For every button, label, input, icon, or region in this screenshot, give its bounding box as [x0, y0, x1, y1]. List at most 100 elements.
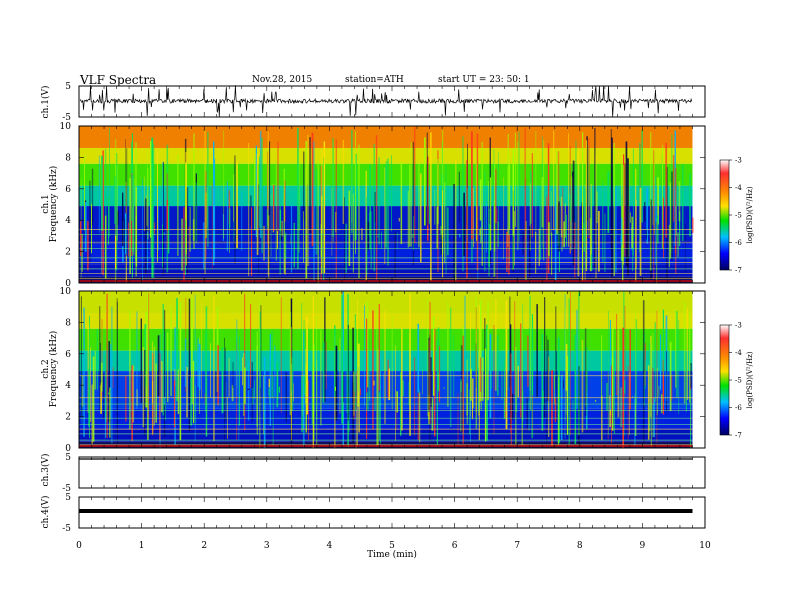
spectrogram-streak	[279, 201, 281, 275]
spectrogram-streak	[689, 173, 691, 237]
spectrogram-streak	[385, 160, 387, 249]
spectrogram-streak	[445, 165, 447, 274]
spectrogram-streak	[122, 192, 124, 247]
spectrogram-streak	[366, 392, 368, 410]
spectrogram-streak	[263, 356, 266, 448]
spectrogram-streak	[210, 343, 211, 398]
spectrogram-streak	[147, 231, 148, 270]
spectrogram-streak	[501, 366, 503, 401]
spectrogram-streak	[157, 152, 158, 262]
y-tick-label: -5	[62, 113, 71, 123]
spectrogram-streak	[331, 187, 333, 256]
spectrogram-streak	[136, 311, 138, 410]
spectrogram-streak	[366, 318, 368, 439]
spectrogram-streak	[254, 156, 256, 231]
spectrogram-streak	[625, 141, 628, 267]
colorbar-label: log(PSD)(V²/Hz)	[746, 351, 754, 408]
spectrogram-streak	[241, 192, 243, 251]
spectrogram-streak	[422, 370, 423, 395]
spectrogram-streak	[663, 197, 664, 259]
spectrogram-streak	[101, 155, 103, 231]
spectrogram-streak	[463, 192, 465, 257]
spectrogram-streak	[233, 221, 235, 242]
spectrogram-streak	[495, 169, 497, 224]
spectrogram-streak	[153, 222, 156, 235]
ch1-waveform-trace	[79, 85, 693, 117]
spectrogram-streak	[355, 131, 356, 254]
spectrogram-streak	[590, 183, 592, 255]
spectrogram-streak	[608, 189, 610, 232]
spectrogram-streak	[84, 202, 87, 252]
spectrogram-streak	[498, 152, 499, 227]
axis-ticks	[78, 86, 706, 528]
spectrogram-streak	[108, 392, 110, 395]
spectrogram-streak	[488, 181, 489, 227]
spectrogram-streak	[652, 367, 654, 405]
spectrogram-streak	[290, 235, 292, 245]
spectrogram-streak	[507, 134, 509, 236]
x-tick-label: 2	[201, 541, 207, 551]
spectrogram-streak	[320, 329, 322, 426]
y-tick-label: 10	[60, 122, 72, 132]
spectrogram-streak	[80, 296, 82, 416]
colorbar-tick-label: -5	[735, 212, 742, 220]
spectrogram-streak	[370, 211, 372, 269]
spectrogram-streak	[148, 293, 150, 419]
spectrogram-streak	[384, 310, 386, 424]
spectrogram-streak	[527, 335, 529, 387]
spectrogram-streak	[570, 291, 571, 436]
spectrogram-streak	[322, 342, 325, 403]
spectrogram-streak	[357, 298, 358, 446]
spectrogram-streak	[639, 187, 642, 276]
spectrogram-streak	[561, 230, 563, 252]
spectrogram-streak	[223, 130, 225, 239]
spectrogram-streak	[174, 327, 176, 445]
spectrogram-streak	[321, 149, 323, 234]
spectrogram-streak	[594, 399, 597, 402]
spectrogram-streak	[167, 188, 170, 254]
spectrogram-streak	[520, 323, 522, 418]
spectrogram-streak	[678, 181, 681, 222]
spectrogram-streak	[275, 160, 277, 261]
spectrogram-streak	[261, 137, 263, 254]
x-tick-label: 10	[699, 541, 711, 551]
spectrogram-streak	[586, 346, 588, 430]
spectrogram-streak	[81, 370, 83, 424]
spectrogram-streak	[373, 380, 375, 386]
spectrogram-streak	[325, 341, 327, 390]
spectrogram-streak	[582, 132, 584, 272]
spectrogram-streak	[161, 361, 163, 413]
spectrogram-streak	[211, 183, 213, 269]
spectrogram-streak	[227, 396, 228, 439]
spectrogram-streak	[634, 398, 637, 436]
spectrogram-streak	[291, 363, 293, 395]
spectrogram-streak	[344, 197, 345, 281]
spectrogram-streak	[470, 311, 471, 417]
spectrogram-streak	[244, 293, 246, 431]
spectrogram-streak	[526, 398, 528, 430]
spectrogram-streak	[305, 141, 308, 279]
spectrogram-streak	[453, 335, 455, 398]
spectrogram-streak	[478, 368, 479, 410]
spectrogram-streak	[655, 204, 658, 223]
spectrogram-streak	[176, 298, 178, 402]
spectrogram-streak	[226, 181, 228, 252]
spectrogram-streak	[132, 175, 134, 252]
spectrogram-streak	[479, 357, 482, 402]
spectrogram-streak	[512, 393, 514, 420]
spectrogram-streak	[402, 380, 405, 397]
spectrogram-streak	[569, 193, 571, 222]
spectrogram-streak	[455, 159, 457, 282]
spectrogram-streak	[565, 307, 566, 422]
spectrogram-streak	[214, 158, 216, 259]
spectrogram-streak	[115, 235, 117, 269]
spectrogram-streak	[197, 338, 199, 387]
spectrogram-streak	[646, 229, 647, 240]
spectrogram-band	[79, 264, 693, 277]
spectrogram-streak	[186, 366, 188, 418]
spectrogram-streak	[478, 305, 480, 441]
spectrogram-streak	[116, 298, 118, 432]
spectrogram-streak	[644, 360, 646, 389]
spectrogram-streak	[140, 318, 142, 404]
spectrogram-streak	[518, 131, 520, 242]
